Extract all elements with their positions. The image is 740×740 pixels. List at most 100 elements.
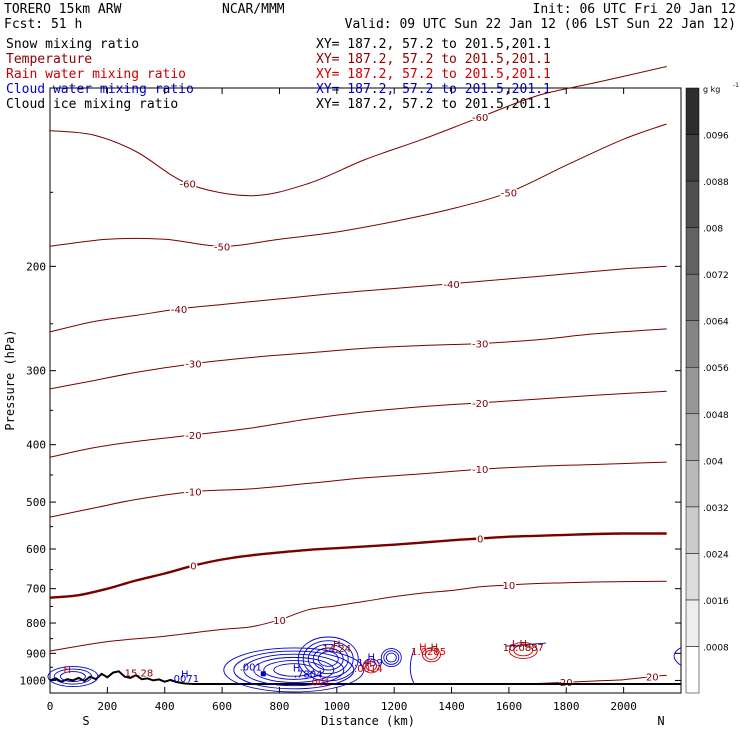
- colorbar-segment: [685, 273, 700, 321]
- legend-xy: XY= 187.2, 57.2 to 201.5,201.1: [316, 37, 551, 52]
- y-tick-label: 700: [26, 583, 46, 596]
- colorbar-segment: [685, 366, 700, 415]
- rain-water-contour: [422, 647, 441, 663]
- legend: Snow mixing ratio XY= 187.2, 57.2 to 201.…: [6, 37, 551, 112]
- x-axis-label: Distance (km): [321, 714, 415, 728]
- colorbar-tick-label: .0096: [703, 132, 729, 142]
- legend-label: Temperature: [6, 52, 92, 67]
- contour-annotation: H: [293, 663, 301, 674]
- y-tick-label: 300: [26, 365, 46, 378]
- temperature-contour-label: 0: [190, 562, 196, 573]
- colorbar: .0008 .0016 .0024 .0032 .004 .0048 .0056 .0064.…: [685, 82, 739, 694]
- x-tick-label: 2000: [610, 700, 637, 713]
- y-tick-label: 400: [26, 439, 46, 452]
- rain-water-contour: [508, 642, 538, 659]
- endpoint-right-label: N: [657, 714, 664, 728]
- temperature-contour-label: -50: [501, 188, 517, 199]
- temperature-contour-label: -50: [214, 242, 230, 253]
- colorbar-tick-label: .0072: [703, 271, 729, 281]
- y-tick-label: 500: [26, 496, 46, 509]
- colorbar-segment: [685, 553, 700, 601]
- y-tick-label: 900: [26, 647, 46, 660]
- contour-annotation: .001: [308, 678, 330, 689]
- header-model: TORERO 15km ARW: [4, 2, 122, 17]
- contour-annotation: .0014: [354, 664, 383, 675]
- cloud-water-contour: [385, 652, 397, 663]
- colorbar-tick-label: .0064: [703, 318, 729, 328]
- cloud-water-contour: [53, 668, 93, 685]
- y-tick-label: 200: [26, 260, 46, 273]
- cloud-water-contour: [673, 647, 682, 666]
- contour-annotation: 1.0285: [411, 647, 446, 658]
- cloud-water-contour: [383, 650, 400, 665]
- header-valid: Valid: 09 UTC Sun 22 Jan 12 (06 LST Sun …: [345, 17, 736, 32]
- colorbar-tick-label: .0048: [703, 411, 729, 421]
- temperature-contour-label: 20: [646, 673, 659, 684]
- contour-annotation: .7804: [294, 669, 323, 680]
- contour-annotation: H: [181, 669, 189, 680]
- temperature-contour: [49, 123, 667, 247]
- cloud-water-contour: [273, 663, 315, 677]
- legend-label: Snow mixing ratio: [6, 37, 139, 52]
- x-tick-label: 0: [47, 700, 54, 713]
- colorbar-segment: [685, 134, 700, 182]
- legend-xy: XY= 187.2, 57.2 to 201.5,201.1: [316, 97, 551, 112]
- contour-annotation: H: [367, 652, 375, 663]
- cloud-water-marker: [260, 671, 266, 677]
- legend-label: Cloud water mixing ratio: [6, 82, 194, 97]
- y-tick-label: 1000: [20, 674, 47, 687]
- temperature-contour-label: -30: [472, 340, 488, 351]
- x-tick-label: 600: [212, 700, 232, 713]
- contour-annotation: 15.28: [125, 669, 154, 680]
- legend-xy: XY= 187.2, 57.2 to 201.5,201.1: [316, 67, 551, 82]
- colorbar-unit: g kg: [703, 85, 720, 94]
- temperature-contour: [49, 265, 667, 333]
- temperature-contour: [49, 390, 667, 458]
- contour-annotation: H: [63, 665, 71, 676]
- temperature-contour-label: -40: [443, 280, 459, 291]
- temperature-contour-label: 0: [477, 535, 483, 546]
- temperature-contour-label: -10: [185, 488, 201, 499]
- x-tick-label: 1400: [438, 700, 465, 713]
- colorbar-tick-label: .0056: [703, 364, 729, 374]
- colorbar-segment: [685, 227, 700, 275]
- terrain-line: [49, 670, 681, 685]
- cloud-water-contour: [312, 647, 344, 671]
- cloud-water-contour: [380, 648, 402, 668]
- contour-annotation: 10.0887: [503, 643, 544, 654]
- cloud-water-contour: [409, 648, 415, 685]
- x-tick-label: 1800: [553, 700, 580, 713]
- contour-annotation: H: [333, 640, 341, 651]
- header-fcst: Fcst: 51 h: [4, 17, 82, 32]
- contour-annotation: 14.24: [322, 644, 351, 655]
- temperature-contour: [49, 328, 667, 390]
- rain-water-contour: [362, 658, 380, 674]
- temperature-contour-label: -10: [472, 465, 488, 476]
- cloud-water-contour: [47, 666, 99, 688]
- cloud-water-contour: [243, 653, 345, 687]
- colorbar-unit-exponent: -1: [733, 82, 739, 89]
- temperature-contour-label: -20: [185, 431, 201, 442]
- rain-water-contour: [425, 649, 438, 660]
- colorbar-tick-label: .008: [703, 225, 723, 235]
- colorbar-tick-label: .004: [703, 457, 723, 467]
- legend-xy: XY= 187.2, 57.2 to 201.5,201.1: [316, 52, 551, 67]
- cloud-water-contour: [297, 636, 359, 682]
- temperature-contour-label: 10: [273, 616, 286, 627]
- contour-annotation: H: [419, 642, 427, 653]
- contour-annotation: .1439: [354, 658, 383, 669]
- temperature-contour-label: -60: [472, 113, 488, 124]
- cloud-water-contour: [307, 643, 349, 675]
- rain-water-contour: [365, 660, 378, 672]
- cloud-water-contour: [317, 651, 339, 667]
- cloud-water-contour: [302, 640, 354, 678]
- legend-xy: XY= 187.2, 57.2 to 201.5,201.1: [316, 82, 551, 97]
- colorbar-segment: [685, 413, 700, 461]
- colorbar-tick-label: .0024: [703, 550, 729, 560]
- plot-frame: [49, 87, 682, 694]
- cloud-water-contour: [59, 671, 86, 683]
- contour-annotation: H: [365, 659, 373, 670]
- x-tick-label: 200: [97, 700, 117, 713]
- endpoint-left-label: S: [82, 714, 89, 728]
